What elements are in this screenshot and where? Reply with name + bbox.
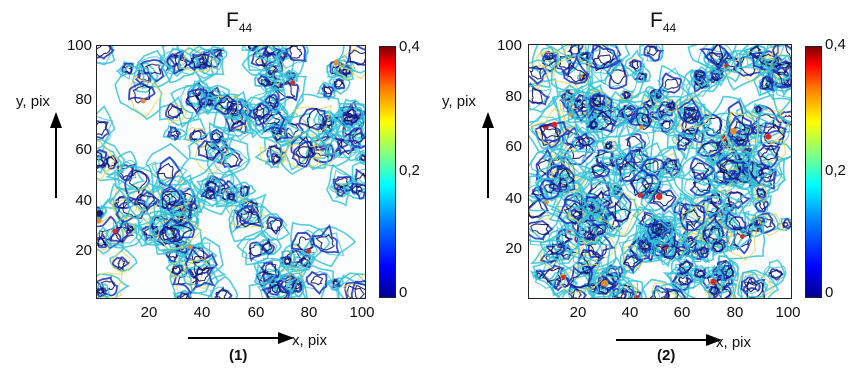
panel-2-contour-field (529, 45, 791, 298)
panel-1-title-subscript: 44 (238, 21, 253, 35)
panel-1-xtick: 80 (300, 304, 318, 321)
panel-2-xtick: 20 (569, 304, 587, 321)
panel-2-xtick: 80 (726, 304, 744, 321)
panel-1-y-axis-arrow (50, 112, 62, 198)
panel-1-xtick: 40 (193, 304, 211, 321)
panel-1-heatmap (96, 45, 366, 299)
panel-1: F44 100 80 60 40 20 20 40 60 80 100 0,4 … (0, 0, 420, 370)
panel-2-xtick: 40 (621, 304, 639, 321)
panel-2-ytick: 20 (505, 240, 522, 257)
panel-1-contour-field (97, 46, 365, 298)
panel-1-label: (1) (229, 347, 248, 364)
panel-1-ytick: 60 (75, 141, 92, 158)
panel-1-ytick: 80 (75, 91, 92, 108)
panel-2-y-axis-arrow (482, 112, 494, 198)
panel-1-ytick: 20 (75, 242, 92, 259)
panel-2-colorbar-tick: 0 (825, 284, 834, 301)
panel-1-colorbar-tick: 0,2 (399, 162, 420, 179)
panel-1-xtick: 60 (247, 304, 265, 321)
panel-1-colorbar-tick: 0,4 (399, 38, 420, 55)
panel-2-colorbar-tick: 0,4 (825, 36, 846, 53)
panel-1-ytick: 100 (66, 37, 92, 54)
panel-2-ytick: 100 (496, 37, 522, 54)
panel-1-title: F44 (226, 9, 253, 35)
panel-2-heatmap (528, 44, 792, 299)
panel-2-x-axis-arrow (616, 334, 722, 346)
panel-2-xtick: 60 (673, 304, 691, 321)
contour-texture (97, 46, 365, 298)
panel-1-y-axis-label: y, pix (16, 93, 50, 110)
contour-texture (529, 45, 791, 298)
panel-2-ytick: 40 (505, 190, 522, 207)
panel-2-xtick: 100 (775, 304, 801, 321)
panel-1-colorbar (379, 46, 396, 298)
panel-2-colorbar-tick: 0,2 (825, 162, 846, 179)
panel-1-x-axis-label: x, pix (292, 332, 328, 349)
panel-2-label: (2) (657, 347, 676, 364)
panel-2-y-axis-label: y, pix (442, 93, 476, 110)
panel-2-title: F44 (650, 9, 677, 35)
panel-2-colorbar (805, 46, 822, 298)
panel-1-colorbar-tick: 0 (399, 284, 408, 301)
panel-1-x-axis-arrow (188, 332, 294, 344)
panel-2-title-subscript: 44 (662, 21, 677, 35)
panel-2-x-axis-label: x, pix (716, 334, 752, 351)
panel-1-xtick: 20 (140, 304, 158, 321)
panel-1-ytick: 40 (75, 192, 92, 209)
panel-1-xtick: 100 (349, 304, 375, 321)
panel-2-ytick: 60 (505, 138, 522, 155)
panel-2-ytick: 80 (505, 88, 522, 105)
